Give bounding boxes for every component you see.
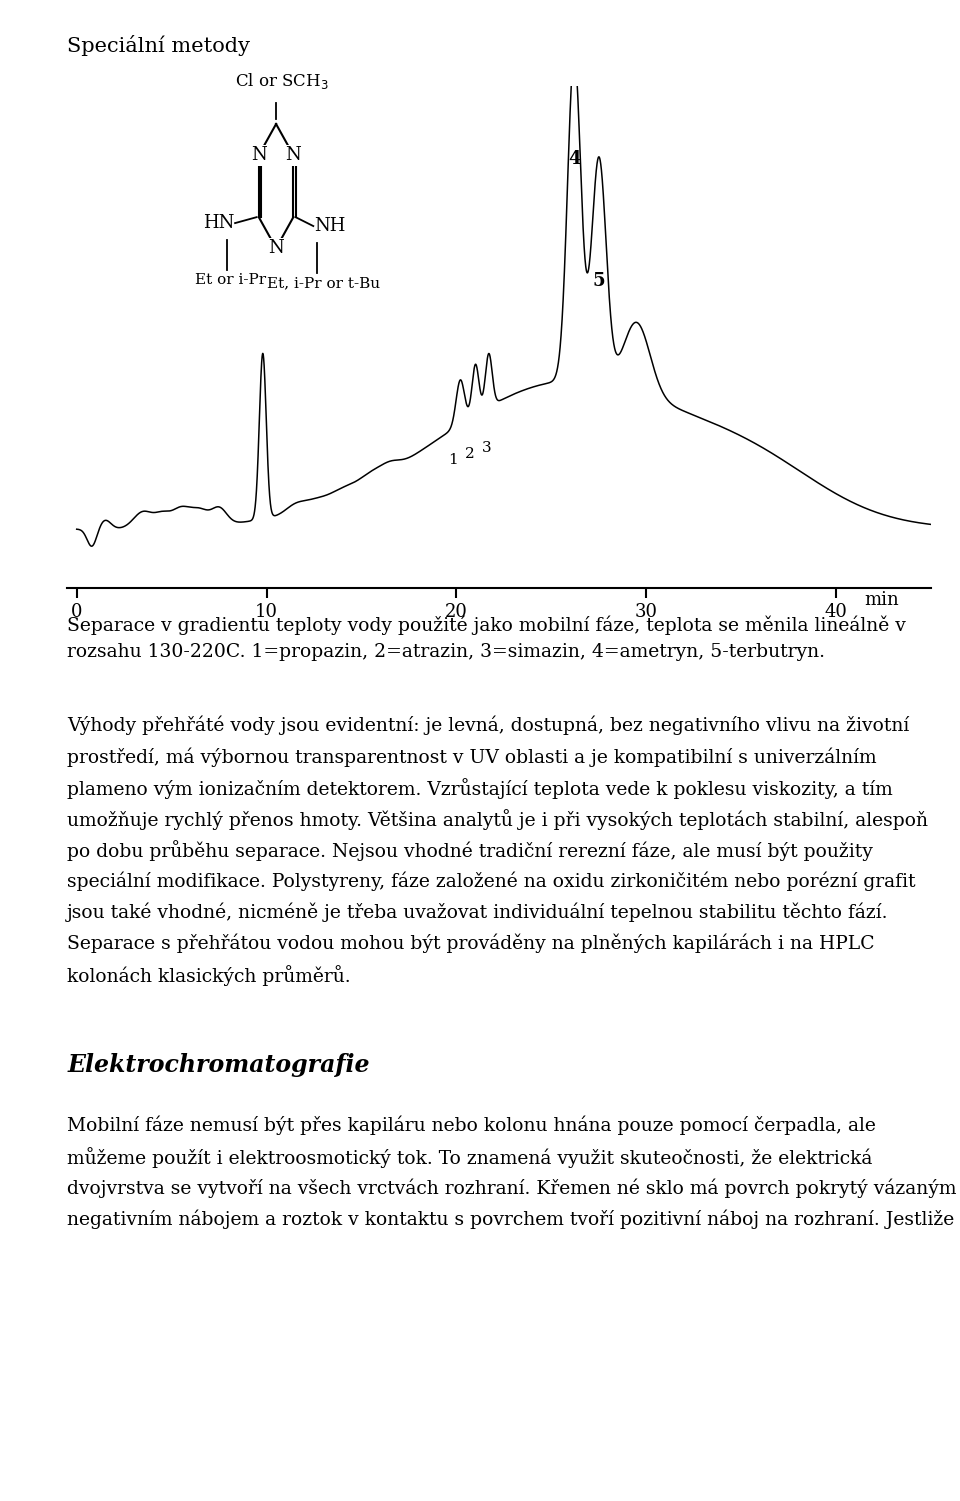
Text: 1: 1 <box>447 453 458 467</box>
Text: min: min <box>865 591 900 609</box>
Text: negativním nábojem a roztok v kontaktu s povrchem tvoří pozitivní náboj na rozhr: negativním nábojem a roztok v kontaktu s… <box>67 1210 954 1229</box>
Text: Separace v gradientu teploty vody použité jako mobilní fáze, teplota se měnila l: Separace v gradientu teploty vody použit… <box>67 615 906 635</box>
Text: po dobu průběhu separace. Nejsou vhodné tradiční rerezní fáze, ale musí být použ: po dobu průběhu separace. Nejsou vhodné … <box>67 841 873 862</box>
Text: N: N <box>285 146 301 164</box>
Text: Speciální metody: Speciální metody <box>67 35 251 56</box>
Text: 2: 2 <box>465 447 474 461</box>
Text: 4: 4 <box>568 150 581 168</box>
Text: Mobilní fáze nemusí být přes kapiláru nebo kolonu hnána pouze pomocí čerpadla, a: Mobilní fáze nemusí být přes kapiláru ne… <box>67 1115 876 1135</box>
Text: NH: NH <box>314 218 346 236</box>
Text: umožňuje rychlý přenos hmoty. Většina analytů je i při vysokých teplotách stabil: umožňuje rychlý přenos hmoty. Většina an… <box>67 809 928 830</box>
Text: Et, i-Pr or t-Bu: Et, i-Pr or t-Bu <box>267 276 380 290</box>
Text: Et or i-Pr: Et or i-Pr <box>195 273 266 287</box>
Text: Separace s přehřátou vodou mohou být prováděny na plněných kapilárách i na HPLC: Separace s přehřátou vodou mohou být pro… <box>67 934 875 953</box>
Text: N: N <box>251 146 267 164</box>
Text: Cl or SCH$_3$: Cl or SCH$_3$ <box>235 72 328 92</box>
Text: rozsahu 130-220C. 1=propazin, 2=atrazin, 3=simazin, 4=ametryn, 5-terbutryn.: rozsahu 130-220C. 1=propazin, 2=atrazin,… <box>67 642 826 660</box>
Text: plameno vým ionizačním detektorem. Vzrůstající teplota vede k poklesu viskozity,: plameno vým ionizačním detektorem. Vzrůs… <box>67 778 893 799</box>
Text: prostředí, má výbornou transparentnost v UV oblasti a je kompatibilní s univerzá: prostředí, má výbornou transparentnost v… <box>67 747 876 767</box>
Text: Výhody přehřáté vody jsou evidentní: je levná, dostupná, bez negativního vlivu n: Výhody přehřáté vody jsou evidentní: je … <box>67 716 909 735</box>
Text: dvojvrstva se vytvoří na všech vrctvách rozhraní. Křemen né sklo má povrch pokry: dvojvrstva se vytvoří na všech vrctvách … <box>67 1178 957 1198</box>
Text: Elektrochromatografie: Elektrochromatografie <box>67 1052 370 1076</box>
Text: 3: 3 <box>482 441 492 455</box>
Text: jsou také vhodné, nicméně je třeba uvažovat individuální tepelnou stabilitu těch: jsou také vhodné, nicméně je třeba uvažo… <box>67 902 889 922</box>
Text: speciální modifikace. Polystyreny, fáze založené na oxidu zirkoničitém nebo poré: speciální modifikace. Polystyreny, fáze … <box>67 872 916 892</box>
Text: HN: HN <box>203 215 234 233</box>
Text: kolonách klasických průměrů.: kolonách klasických průměrů. <box>67 965 350 986</box>
Text: 5: 5 <box>592 272 605 290</box>
Text: můžeme použít i elektroosmotický tok. To znamená využit skuteočnosti, že elektri: můžeme použít i elektroosmotický tok. To… <box>67 1147 873 1168</box>
Text: N: N <box>268 239 284 257</box>
